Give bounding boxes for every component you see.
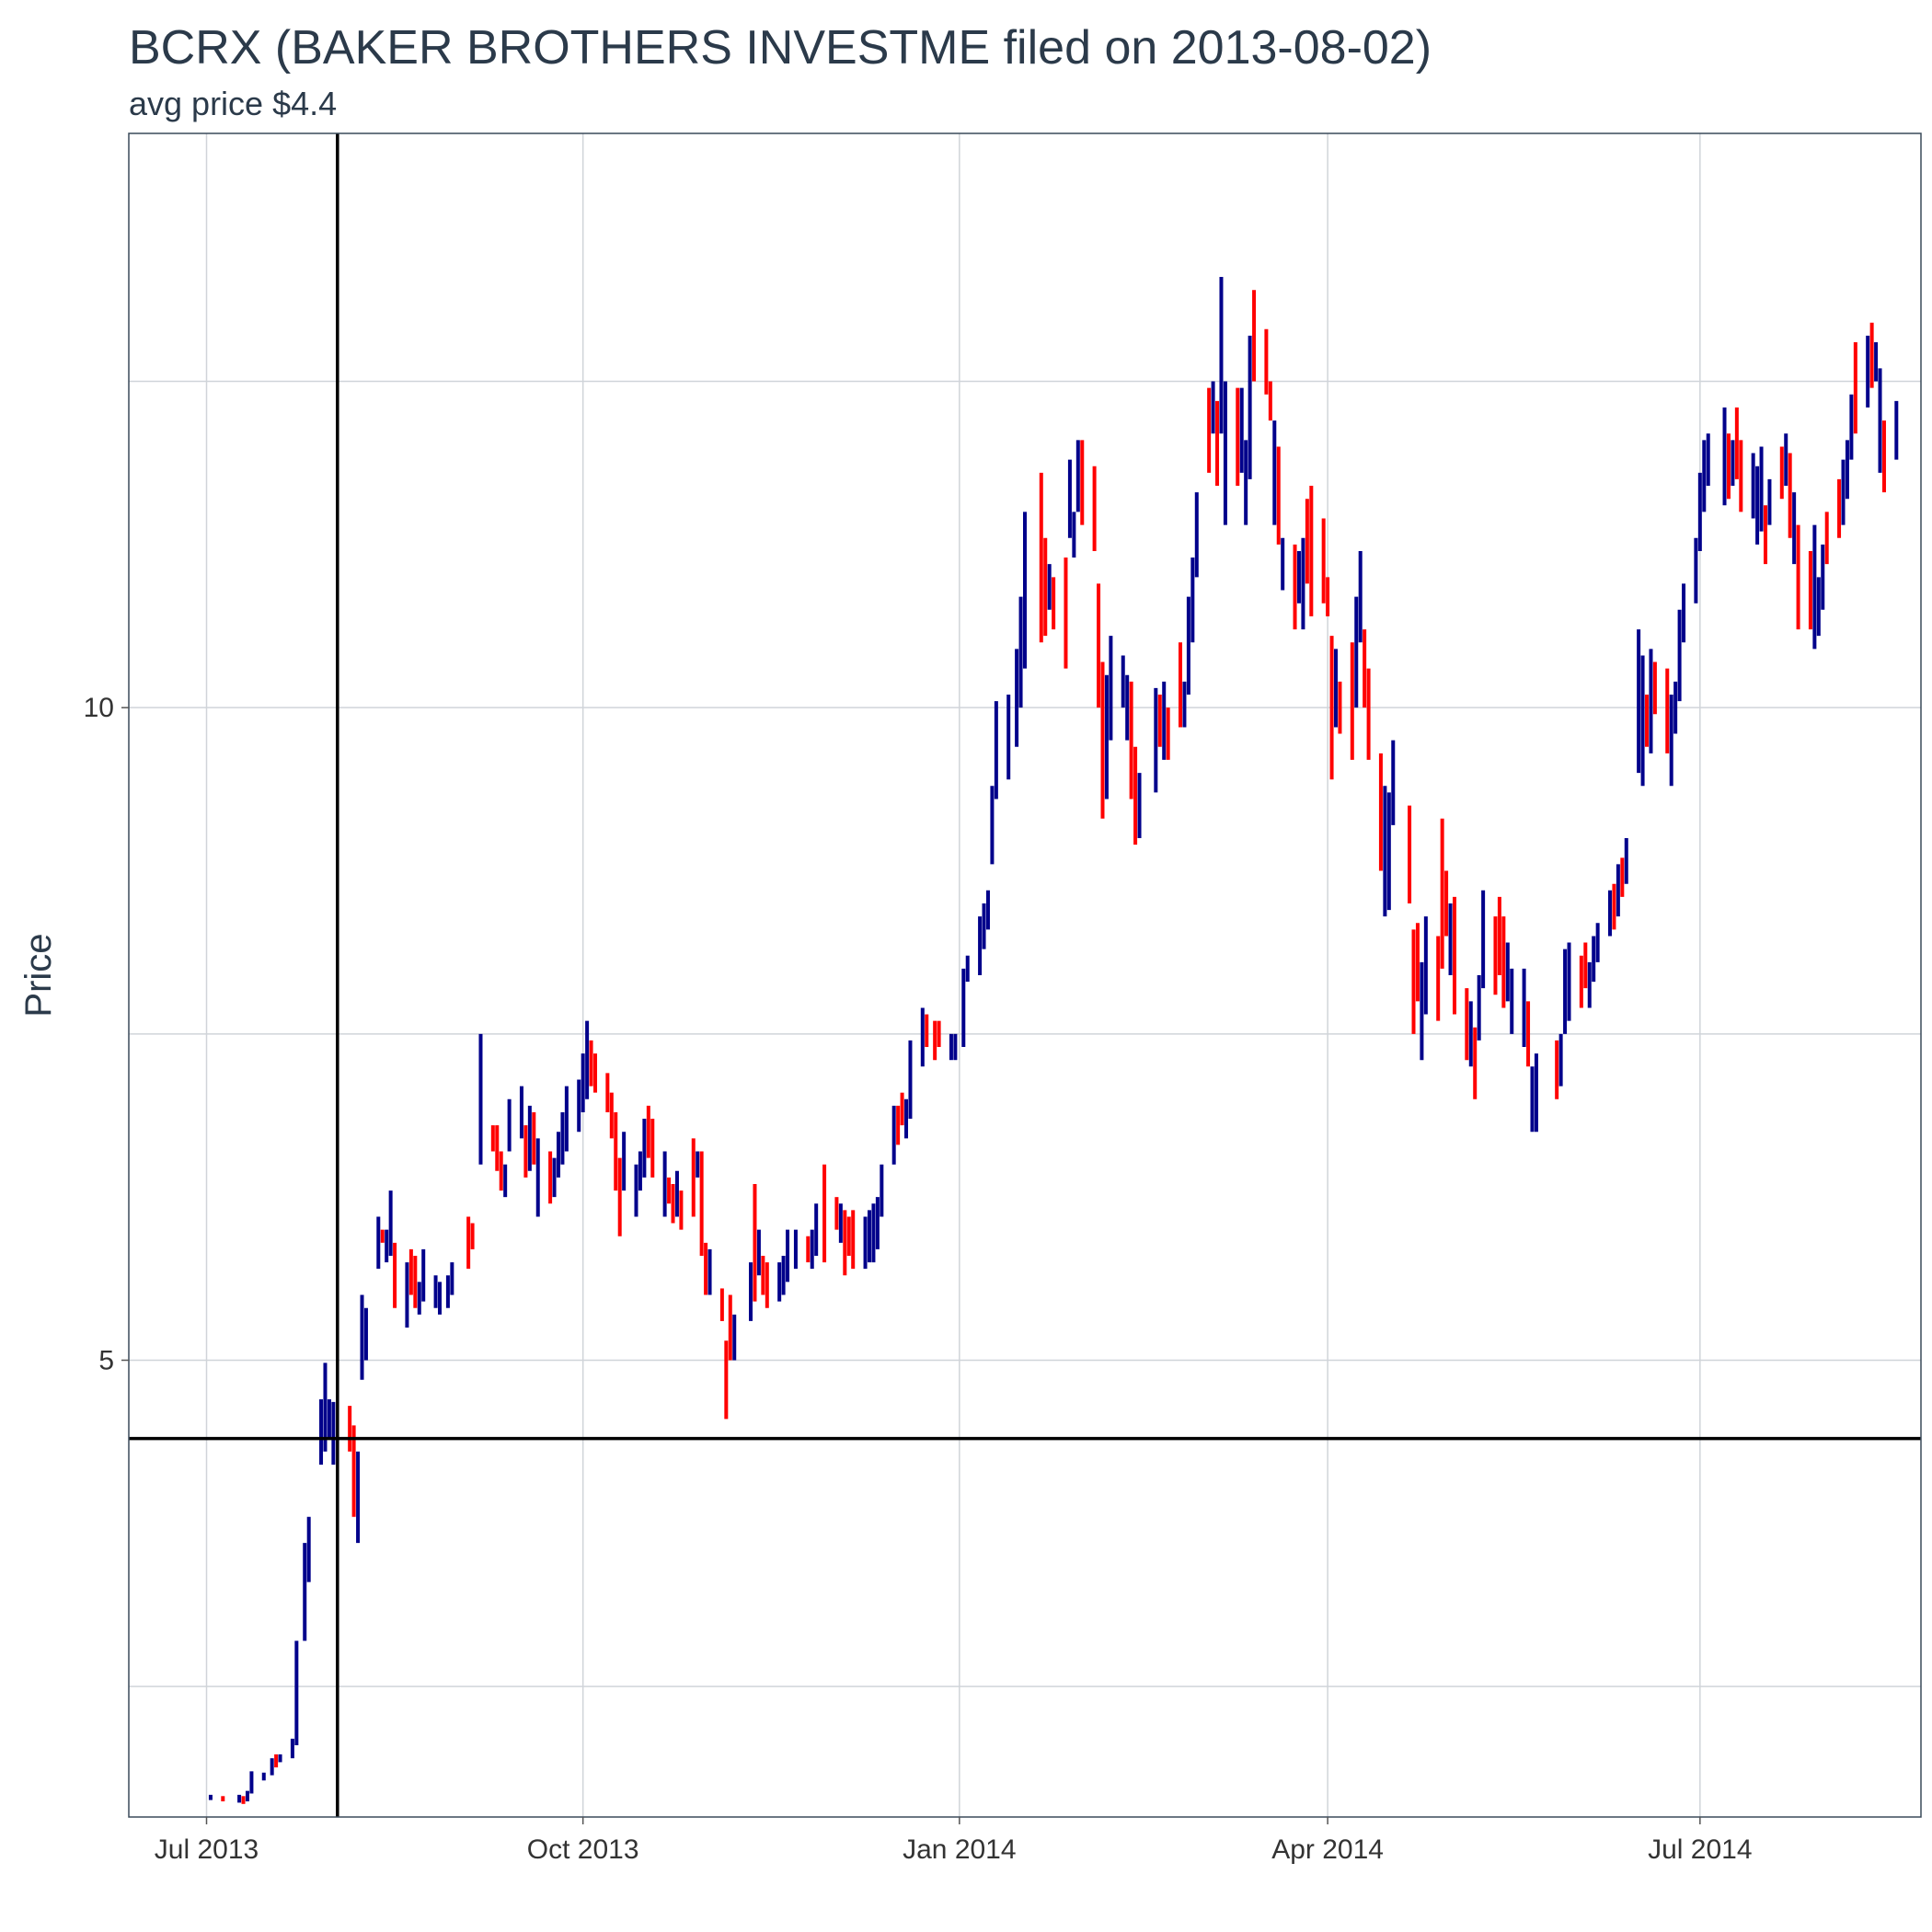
chart-title: BCRX (BAKER BROTHERS INVESTME filed on 2…: [129, 21, 1432, 75]
y-axis-title: Price: [18, 933, 59, 1017]
y-tick-label: 10: [84, 693, 114, 723]
y-tick-label: 5: [98, 1345, 114, 1375]
x-tick-label: Jan 2014: [903, 1834, 1016, 1865]
x-tick-label: Oct 2013: [527, 1834, 639, 1865]
price-bars: [208, 277, 1899, 1804]
x-tick-label: Jul 2014: [1648, 1834, 1752, 1865]
chart-subtitle: avg price $4.4: [129, 85, 338, 122]
x-tick-label: Jul 2013: [155, 1834, 259, 1865]
x-tick-label: Apr 2014: [1271, 1834, 1384, 1865]
reference-lines: [129, 133, 1921, 1817]
plot-frame: [128, 132, 1922, 1818]
grid: [129, 133, 1921, 1817]
y-axis-ticks: 5 10: [84, 693, 129, 1375]
x-axis-ticks: Jul 2013 Oct 2013 Jan 2014 Apr 2014 Jul 2014: [155, 1817, 1753, 1865]
